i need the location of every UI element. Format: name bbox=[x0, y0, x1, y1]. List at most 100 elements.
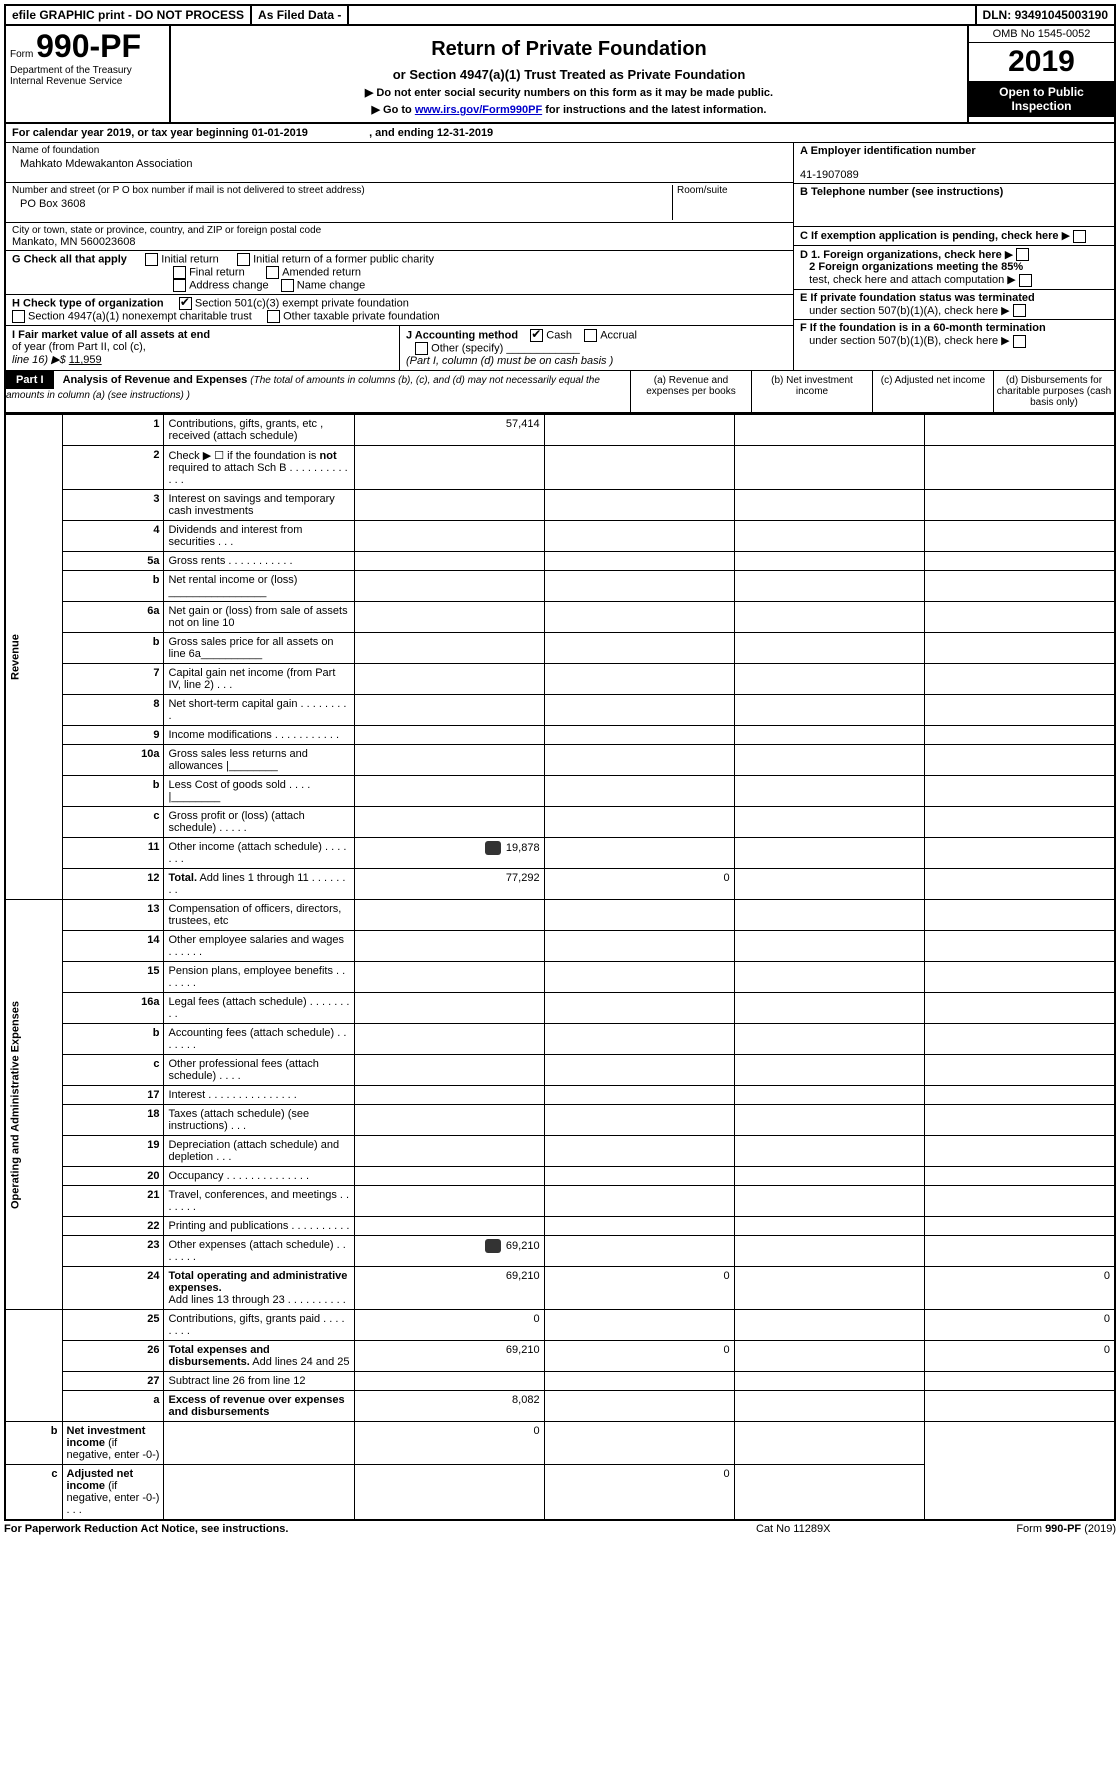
attach-icon[interactable] bbox=[485, 1239, 501, 1253]
checkbox-initial-former[interactable] bbox=[237, 253, 250, 266]
cell-col-d bbox=[924, 521, 1115, 552]
checkbox-other-method[interactable] bbox=[415, 342, 428, 355]
attach-icon[interactable] bbox=[485, 841, 501, 855]
cell-col-d: 0 bbox=[924, 1341, 1115, 1372]
cell-col-d bbox=[924, 571, 1115, 602]
checkbox-amended-return[interactable] bbox=[266, 266, 279, 279]
line-desc: Gross rents . . . . . . . . . . . bbox=[164, 552, 354, 571]
checkbox-501c3[interactable] bbox=[179, 297, 192, 310]
cell-col-d bbox=[924, 1086, 1115, 1105]
line-desc: Other employee salaries and wages . . . … bbox=[164, 931, 354, 962]
cell-col-a: 8,082 bbox=[354, 1391, 544, 1422]
city-cell: City or town, state or province, country… bbox=[6, 223, 793, 251]
cell-col-c bbox=[734, 993, 924, 1024]
cell-col-d bbox=[924, 869, 1115, 900]
cell-col-a bbox=[354, 1024, 544, 1055]
line-desc: Depreciation (attach schedule) and deple… bbox=[164, 1136, 354, 1167]
cell-col-c bbox=[734, 726, 924, 745]
checkbox-accrual[interactable] bbox=[584, 329, 597, 342]
revenue-side-label: Revenue bbox=[5, 415, 62, 900]
line-desc: Net rental income or (loss) ____________… bbox=[164, 571, 354, 602]
line-number: b bbox=[62, 1024, 164, 1055]
table-row: cGross profit or (loss) (attach schedule… bbox=[5, 807, 1115, 838]
cell-col-b bbox=[544, 745, 734, 776]
checkbox-f[interactable] bbox=[1013, 335, 1026, 348]
line-number: 9 bbox=[62, 726, 164, 745]
cell-col-c bbox=[734, 1217, 924, 1236]
col-a-header: (a) Revenue and expenses per books bbox=[630, 371, 751, 412]
cell-col-c bbox=[734, 745, 924, 776]
cell-col-d bbox=[924, 900, 1115, 931]
table-row: 15Pension plans, employee benefits . . .… bbox=[5, 962, 1115, 993]
ij-row: I Fair market value of all assets at end… bbox=[6, 326, 793, 371]
cell-col-b bbox=[544, 807, 734, 838]
line-desc: Income modifications . . . . . . . . . .… bbox=[164, 726, 354, 745]
cell-col-b bbox=[544, 838, 734, 869]
cell-col-a bbox=[354, 931, 544, 962]
line-number: 22 bbox=[62, 1217, 164, 1236]
line-number: 19 bbox=[62, 1136, 164, 1167]
cell-col-c bbox=[734, 1024, 924, 1055]
cell-col-a: 69,210 bbox=[354, 1267, 544, 1310]
checkbox-cash[interactable] bbox=[530, 329, 543, 342]
table-row: 23Other expenses (attach schedule) . . .… bbox=[5, 1236, 1115, 1267]
cell-col-b bbox=[544, 993, 734, 1024]
cell-col-c bbox=[734, 1267, 924, 1310]
table-row: 17Interest . . . . . . . . . . . . . . . bbox=[5, 1086, 1115, 1105]
checkbox-d2[interactable] bbox=[1019, 274, 1032, 287]
line-desc: Accounting fees (attach schedule) . . . … bbox=[164, 1024, 354, 1055]
checkbox-c[interactable] bbox=[1073, 230, 1086, 243]
checkbox-initial-return[interactable] bbox=[145, 253, 158, 266]
line-desc: Gross sales price for all assets on line… bbox=[164, 633, 354, 664]
cell-col-a bbox=[354, 571, 544, 602]
cell-col-d bbox=[924, 415, 1115, 446]
cell-col-c bbox=[734, 602, 924, 633]
line-number: 23 bbox=[62, 1236, 164, 1267]
checkbox-name-change[interactable] bbox=[281, 279, 294, 292]
table-row: bNet investment income (if negative, ent… bbox=[5, 1422, 1115, 1465]
foundation-name: Mahkato Mdewakanton Association bbox=[12, 156, 787, 180]
cell-col-d bbox=[924, 838, 1115, 869]
entity-right: A Employer identification number 41-1907… bbox=[794, 143, 1114, 371]
checkbox-d1[interactable] bbox=[1016, 248, 1029, 261]
irs-link[interactable]: www.irs.gov/Form990PF bbox=[415, 104, 542, 116]
line-number: 4 bbox=[62, 521, 164, 552]
line-number: 6a bbox=[62, 602, 164, 633]
b-cell: B Telephone number (see instructions) bbox=[794, 184, 1114, 227]
cell-col-c bbox=[734, 776, 924, 807]
table-row: 24Total operating and administrative exp… bbox=[5, 1267, 1115, 1310]
cell-col-d bbox=[924, 1167, 1115, 1186]
line-desc: Other professional fees (attach schedule… bbox=[164, 1055, 354, 1086]
cell-col-c bbox=[734, 1086, 924, 1105]
checkbox-final-return[interactable] bbox=[173, 266, 186, 279]
cell-col-c bbox=[734, 1055, 924, 1086]
line-desc: Gross sales less returns and allowances … bbox=[164, 745, 354, 776]
entity-block: Name of foundation Mahkato Mdewakanton A… bbox=[4, 143, 1116, 371]
line-desc: Taxes (attach schedule) (see instruction… bbox=[164, 1105, 354, 1136]
cell-col-d bbox=[924, 552, 1115, 571]
part1-header: Part I Analysis of Revenue and Expenses … bbox=[4, 371, 1116, 414]
checkbox-address-change[interactable] bbox=[173, 279, 186, 292]
table-row: 3Interest on savings and temporary cash … bbox=[5, 490, 1115, 521]
checkbox-4947a1[interactable] bbox=[12, 310, 25, 323]
cell-col-b bbox=[544, 1055, 734, 1086]
cell-col-b bbox=[544, 962, 734, 993]
line-desc: Gross profit or (loss) (attach schedule)… bbox=[164, 807, 354, 838]
line-desc: Subtract line 26 from line 12 bbox=[164, 1372, 354, 1391]
checkbox-other-taxable[interactable] bbox=[267, 310, 280, 323]
line-desc: Total expenses and disbursements. Add li… bbox=[164, 1341, 354, 1372]
f-cell: F If the foundation is in a 60-month ter… bbox=[794, 320, 1114, 371]
cell-col-b bbox=[544, 521, 734, 552]
line-desc: Check ▶ ☐ if the foundation is not requi… bbox=[164, 446, 354, 490]
cell-col-d bbox=[924, 807, 1115, 838]
cell-col-d bbox=[734, 1422, 924, 1465]
line-number: 5a bbox=[62, 552, 164, 571]
cell-col-b bbox=[544, 1391, 734, 1422]
cell-col-b bbox=[544, 931, 734, 962]
checkbox-e[interactable] bbox=[1013, 304, 1026, 317]
line-number: c bbox=[62, 807, 164, 838]
room-label: Room/suite bbox=[677, 185, 787, 196]
line-number: b bbox=[62, 776, 164, 807]
line-number: 27 bbox=[62, 1372, 164, 1391]
cell-col-a bbox=[164, 1465, 354, 1521]
